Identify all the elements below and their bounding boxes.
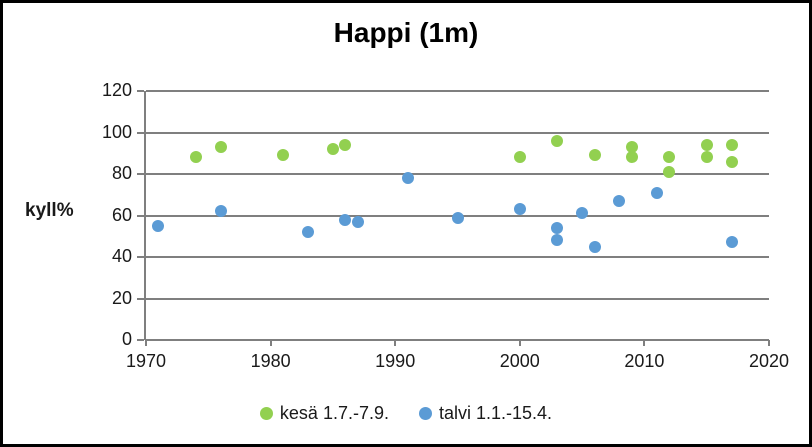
y-axis-tick-80 xyxy=(137,173,144,175)
data-point-kesä-1981 xyxy=(277,149,290,162)
y-tick-label-40: 40 xyxy=(111,246,132,266)
y-axis-line xyxy=(144,91,146,340)
data-point-kesä-1985 xyxy=(326,143,339,156)
data-point-talvi-2003 xyxy=(551,234,564,247)
plot-area: 0 20 40 60 80 100 120 1970 1980 1990 2000 2010 2020 xyxy=(102,80,789,371)
y-tick-label-0: 0 xyxy=(121,329,132,349)
data-point-kesä-2017 xyxy=(725,138,738,151)
data-point-kesä-2009 xyxy=(625,151,638,164)
y-tick-label-20: 20 xyxy=(111,287,132,308)
data-point-talvi-1987 xyxy=(351,215,364,228)
data-point-talvi-2000 xyxy=(513,203,526,216)
y-tick-label-80: 80 xyxy=(111,163,132,183)
gridline-y-40 xyxy=(146,256,769,258)
y-tick-label-120: 120 xyxy=(101,80,132,100)
legend-marker-icon xyxy=(419,407,432,420)
y-axis-tick-40 xyxy=(137,256,144,258)
x-tick-label-2020: 2020 xyxy=(748,351,790,371)
y-axis-tick-100 xyxy=(137,131,144,134)
data-point-kesä-2000 xyxy=(513,151,526,164)
x-axis-tick-1980 xyxy=(269,340,272,346)
data-point-kesä-1986 xyxy=(339,138,352,151)
gridline-y-100 xyxy=(146,131,769,134)
y-axis-tick-120 xyxy=(137,90,144,92)
y-axis-tick-60 xyxy=(137,214,144,217)
y-axis-title: kyll% xyxy=(25,200,74,221)
data-point-talvi-2005 xyxy=(576,207,589,220)
legend-label: kesä 1.7.-7.9. xyxy=(279,403,389,423)
data-point-talvi-1995 xyxy=(451,211,464,224)
x-axis-tick-2010 xyxy=(643,340,646,346)
data-point-talvi-2017 xyxy=(725,236,738,249)
data-point-kesä-1976 xyxy=(214,141,227,154)
data-point-kesä-2015 xyxy=(700,151,713,164)
gridline-y-80 xyxy=(146,173,769,175)
data-point-kesä-2003 xyxy=(551,134,564,147)
x-tick-label-2010: 2010 xyxy=(624,351,665,371)
gridline-y-20 xyxy=(146,297,769,300)
data-point-talvi-2006 xyxy=(588,240,601,253)
data-point-talvi-1991 xyxy=(401,172,414,185)
y-tick-label-100: 100 xyxy=(101,121,132,142)
data-point-talvi-1983 xyxy=(301,226,314,239)
data-point-kesä-2017 xyxy=(725,155,738,168)
gridline-y-120 xyxy=(146,90,769,92)
x-tick-label-1980: 1980 xyxy=(250,351,291,371)
x-tick-label-1990: 1990 xyxy=(375,351,416,371)
data-point-kesä-2006 xyxy=(588,149,601,162)
legend: kesä 1.7.-7.9. talvi 1.1.-15.4. xyxy=(3,403,809,424)
y-axis-tick-0 xyxy=(137,339,144,341)
x-axis-tick-1990 xyxy=(394,340,397,346)
x-tick-label-1970: 1970 xyxy=(125,351,167,371)
data-point-talvi-1971 xyxy=(152,219,165,232)
data-point-kesä-2012 xyxy=(663,165,676,178)
data-point-talvi-1976 xyxy=(214,205,227,218)
y-tick-label-60: 60 xyxy=(111,204,132,225)
data-point-talvi-2003 xyxy=(551,221,564,234)
data-point-talvi-2008 xyxy=(613,194,626,207)
data-point-kesä-2009 xyxy=(625,141,638,154)
legend-item-talvi: talvi 1.1.-15.4. xyxy=(419,403,552,424)
data-point-kesä-2015 xyxy=(700,138,713,151)
x-axis-tick-1970 xyxy=(145,340,147,346)
data-point-talvi-1986 xyxy=(339,213,352,226)
x-tick-label-2000: 2000 xyxy=(499,351,540,371)
chart-title: Happi (1m) xyxy=(333,17,479,48)
legend-marker-icon xyxy=(259,407,273,420)
legend-label: talvi 1.1.-15.4. xyxy=(439,403,553,423)
data-point-kesä-2012 xyxy=(663,151,676,164)
y-axis-tick-20 xyxy=(137,297,144,300)
legend-item-kesä: kesä 1.7.-7.9. xyxy=(259,403,389,424)
x-axis-tick-2020 xyxy=(768,340,770,346)
data-point-talvi-2011 xyxy=(650,186,663,199)
data-point-kesä-1974 xyxy=(189,151,202,164)
x-axis-tick-2000 xyxy=(518,340,521,346)
gridline-y-0 xyxy=(146,339,769,341)
